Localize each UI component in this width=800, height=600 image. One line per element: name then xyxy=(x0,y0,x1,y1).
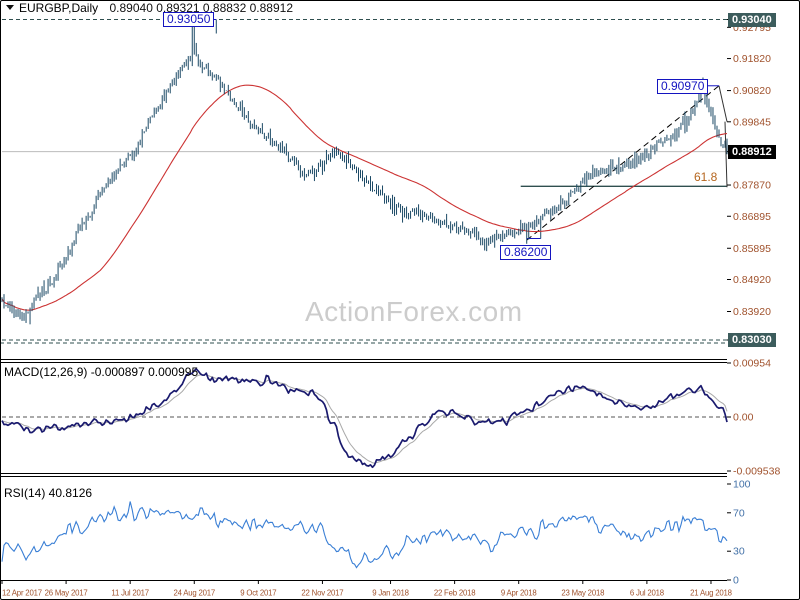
svg-text:23 May 2018: 23 May 2018 xyxy=(561,589,604,598)
svg-text:0.86895: 0.86895 xyxy=(733,211,771,223)
svg-text:0.00954: 0.00954 xyxy=(733,358,771,370)
svg-text:22 Nov 2017: 22 Nov 2017 xyxy=(301,589,343,598)
svg-text:0.89845: 0.89845 xyxy=(733,116,771,128)
svg-text:30: 30 xyxy=(733,546,745,558)
svg-text:9 Apr 2018: 9 Apr 2018 xyxy=(501,589,537,598)
svg-text:22 Feb 2018: 22 Feb 2018 xyxy=(434,589,476,598)
svg-text:0: 0 xyxy=(733,575,739,587)
svg-text:0.00: 0.00 xyxy=(733,412,754,424)
svg-text:9 Oct 2017: 9 Oct 2017 xyxy=(240,589,276,598)
svg-text:0.83920: 0.83920 xyxy=(733,306,771,318)
svg-text:70: 70 xyxy=(733,507,745,519)
svg-text:0.84920: 0.84920 xyxy=(733,274,771,286)
svg-text:21 Aug 2018: 21 Aug 2018 xyxy=(690,589,732,598)
svg-text:0.85895: 0.85895 xyxy=(733,243,771,255)
svg-text:-0.009538: -0.009538 xyxy=(733,466,780,478)
svg-text:12 Apr 2017: 12 Apr 2017 xyxy=(2,589,42,598)
svg-text:11 Jul 2017: 11 Jul 2017 xyxy=(111,589,149,598)
svg-text:9 Jan 2018: 9 Jan 2018 xyxy=(372,589,409,598)
svg-text:100: 100 xyxy=(733,479,751,491)
svg-text:6 Jul 2018: 6 Jul 2018 xyxy=(630,589,664,598)
svg-text:0.91820: 0.91820 xyxy=(733,53,771,65)
svg-text:0.87870: 0.87870 xyxy=(733,180,771,192)
svg-text:24 Aug 2017: 24 Aug 2017 xyxy=(173,589,215,598)
svg-text:26 May 2017: 26 May 2017 xyxy=(45,589,88,598)
svg-text:0.90820: 0.90820 xyxy=(733,85,771,97)
